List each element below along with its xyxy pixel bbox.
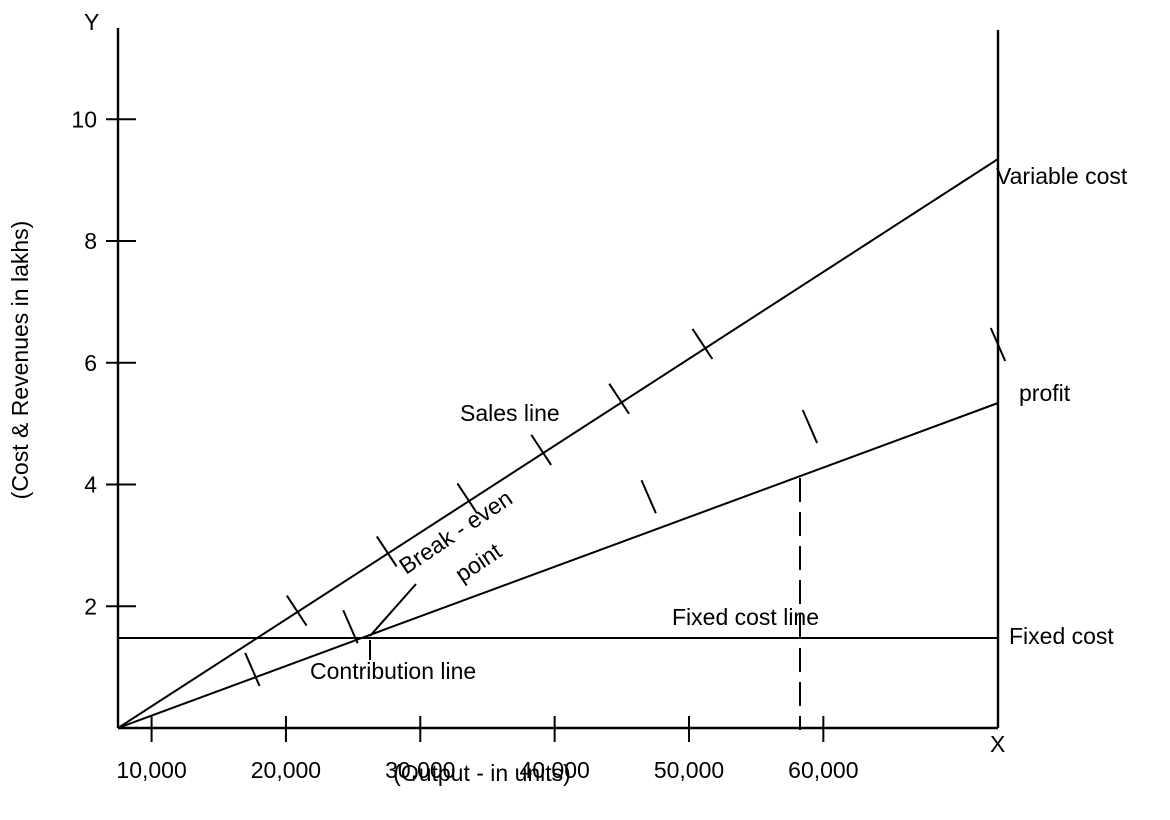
- y-tick-label: 8: [84, 228, 97, 254]
- x-tick-label: 10,000: [116, 757, 186, 783]
- x-tick-label: 50,000: [654, 757, 724, 783]
- x-tick-label: 40,000: [519, 757, 589, 783]
- sales-line-slash-tick: [456, 482, 479, 515]
- x-axis-ticks: 10,000 20,000 30,000 40,000 50,000 60,000: [116, 716, 859, 783]
- variable-cost-label: Variable cost: [996, 163, 1128, 189]
- sales-line-label: Sales line: [460, 400, 560, 426]
- contribution-line-slash-tick: [342, 609, 359, 644]
- profit-label: profit: [1019, 380, 1071, 406]
- break-even-pointer: [369, 583, 417, 637]
- x-tick-label: 30,000: [385, 757, 455, 783]
- sales-line-slash-tick: [530, 434, 552, 466]
- contribution-line-slash-tick: [801, 409, 819, 444]
- y-axis-label: (Cost & Revenues in lakhs): [7, 221, 33, 500]
- contribution-line-slash-tick: [989, 327, 1007, 362]
- x-tick-label: 20,000: [251, 757, 321, 783]
- y-tick-label: 10: [71, 106, 97, 132]
- y-axis-letter: Y: [84, 9, 99, 35]
- contribution-line: [117, 402, 999, 729]
- contribution-line-label: Contribution line: [310, 658, 476, 684]
- x-axis-letter: X: [990, 731, 1005, 757]
- fixed-cost-label: Fixed cost: [1009, 623, 1114, 649]
- sales-line-slash-tick: [691, 328, 714, 360]
- y-tick-label: 4: [84, 472, 97, 498]
- contribution-line-slash-tick: [640, 479, 657, 514]
- sales-line-slash-tick: [375, 535, 398, 568]
- y-axis-ticks: 2 4 6 8 10: [71, 106, 136, 619]
- y-tick-label: 6: [84, 350, 97, 376]
- sales-line: [117, 158, 999, 729]
- contribution-line-slash-tick: [244, 652, 261, 687]
- x-tick-label: 60,000: [788, 757, 858, 783]
- series-tick-marks: [244, 327, 1007, 687]
- y-tick-label: 2: [84, 593, 97, 619]
- sales-line-slash-tick: [608, 383, 630, 415]
- x-axis-label: (Output - in units): [393, 760, 571, 786]
- sales-line-slash-tick: [285, 594, 308, 627]
- fixed-cost-line-label: Fixed cost line: [672, 604, 819, 630]
